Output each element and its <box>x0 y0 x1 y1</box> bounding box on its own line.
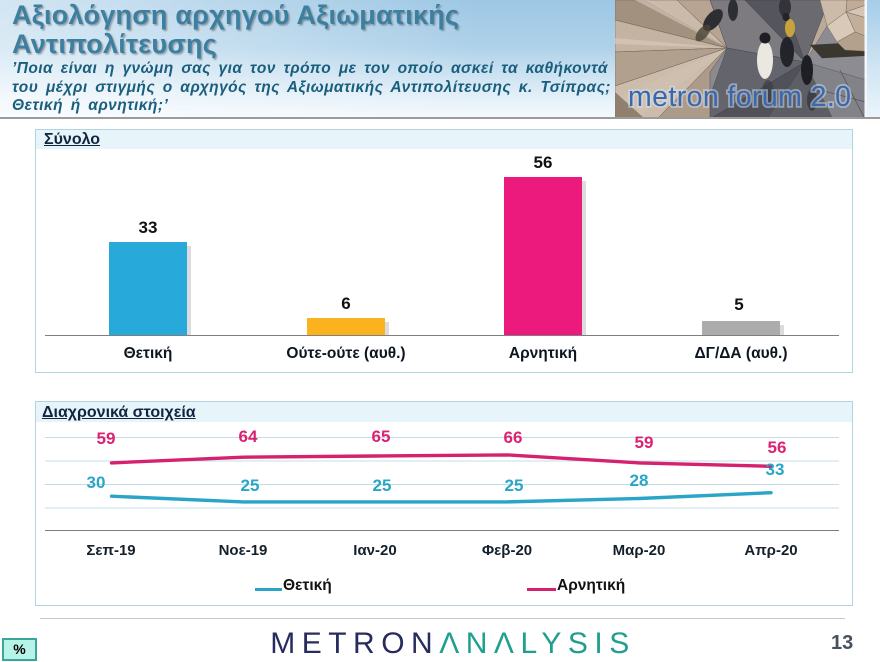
svg-text:metron forum 2.0: metron forum 2.0 <box>628 81 851 113</box>
svg-text:metron forum 2.0: metron forum 2.0 <box>628 81 851 113</box>
